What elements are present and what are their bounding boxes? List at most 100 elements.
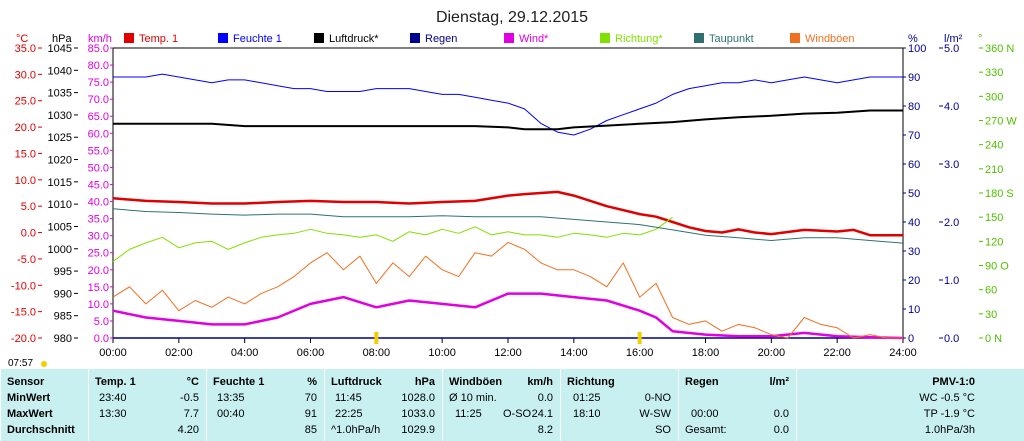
x-tick-label: 14:00 — [560, 347, 588, 359]
x-tick-label: 16:00 — [626, 347, 654, 359]
x-tick-label: 02:00 — [165, 347, 193, 359]
direction-axis-tick-label: 270 W — [985, 116, 1017, 128]
rain-axis-tick-label: 2.0 — [944, 217, 959, 229]
pressure-axis-tick-label: 995 — [54, 266, 72, 278]
temp-axis-tick-label: 25.0 — [15, 96, 36, 108]
temp-axis-tick-label: 5.0 — [21, 201, 36, 213]
temp-axis-tick-label: -10.0 — [11, 280, 36, 292]
speed-axis-tick-label: 45.0 — [88, 179, 109, 191]
x-tick-label: 08:00 — [363, 347, 391, 359]
stats-pmv-header: PMV-1:0 — [932, 376, 975, 388]
pressure-axis-tick-label: 1000 — [48, 244, 72, 256]
series-line — [112, 242, 903, 339]
stats-col-humidity: Feuchte 1 % 13:35 00:40 70 91 85 — [206, 369, 323, 441]
direction-axis-tick-label: 0 N — [985, 333, 1002, 345]
chart-series — [112, 73, 904, 340]
humidity-axis-tick-label: 100 — [908, 43, 926, 55]
direction-axis-tick-label: 90 O — [985, 261, 1009, 273]
legend-item: Luftdruck* — [314, 33, 379, 45]
humidity-axis-tick-label: 80 — [908, 101, 920, 113]
pressure-axis-tick-label: 990 — [54, 288, 72, 300]
direction-axis-unit: ° — [978, 33, 982, 45]
legend-label: Wind* — [519, 33, 549, 45]
legend-label: Temp. 1 — [139, 33, 178, 45]
stats-pressure-max-time: 22:25 — [335, 408, 363, 420]
weather-chart: Dienstag, 29.12.2015 Temp. 1 Feuchte 1 Luf… — [8, 9, 1017, 369]
stats-gusts-max-direction: O-SO — [503, 408, 532, 420]
humidity-axis-tick-label: 0 — [908, 333, 914, 345]
pressure-axis-tick-label: 980 — [54, 333, 72, 345]
pressure-axis-tick-label: 1045 — [48, 43, 72, 55]
speed-axis-tick-label: 55.0 — [88, 145, 109, 157]
stats-gusts-avg-value: 8.2 — [537, 424, 553, 436]
stats-col-rain: Regen l/m² 00:00 Gesamt: 0.0 0.0 — [678, 369, 795, 441]
speed-axis-tick-label: 10.0 — [88, 299, 109, 311]
legend-swatch — [314, 33, 324, 43]
direction-axis-tick-label: 330 — [985, 67, 1003, 79]
chart-legend: Temp. 1 Feuchte 1 Luftdruck* Regen Wind* Rich… — [124, 33, 855, 45]
x-tick-label: 20:00 — [758, 347, 786, 359]
stats-temp-max-value: 7.7 — [183, 408, 199, 420]
temp-axis-tick-label: 15.0 — [15, 148, 36, 160]
series-line — [112, 190, 903, 237]
temp-axis-unit: °C — [16, 33, 28, 45]
event-marker — [374, 332, 379, 344]
stats-row-min-label: MinWert — [7, 392, 51, 404]
humidity-axis-tick-label: 50 — [908, 188, 920, 200]
speed-axis-tick-label: 60.0 — [88, 128, 109, 140]
humidity-axis-tick-label: 90 — [908, 72, 920, 84]
direction-axis-tick-label: 360 N — [985, 43, 1014, 55]
x-tick-label: 00:00 — [99, 347, 127, 359]
stats-col-pmv: PMV-1:0 WC -0.5 °C TP -1.9 °C 1.0hPa/3h — [796, 369, 1024, 441]
legend-item: Regen — [410, 33, 457, 45]
legend-label: Regen — [425, 33, 457, 45]
rain-axis-tick-label: 5.0 — [944, 43, 959, 55]
stats-pressure-min-time: 11:45 — [335, 392, 362, 404]
stats-direction-min-value: 0-NO — [644, 392, 671, 404]
stats-gusts-avg-label: Ø 10 min. — [449, 392, 497, 404]
stats-direction-avg-value: SO — [655, 424, 671, 436]
stats-temp-min-time: 23:40 — [99, 392, 127, 404]
direction-axis-tick-label: 60 — [985, 285, 997, 297]
humidity-axis-tick-label: 60 — [908, 159, 920, 171]
humidity-axis-tick-label: 40 — [908, 217, 920, 229]
stats-pmv-windchill: WC -0.5 °C — [919, 392, 975, 404]
legend-item: Feuchte 1 — [218, 33, 282, 45]
stats-rain-header: Regen — [685, 376, 719, 388]
stats-col-sensor: Sensor MinWert MaxWert Durchschnitt — [0, 369, 87, 441]
stats-humidity-header: Feuchte 1 — [213, 376, 265, 388]
stats-rain-total-label: Gesamt: — [685, 424, 727, 436]
stats-col-gusts: Windböen km/h Ø 10 min. 11:25 O-SO 0.0 2… — [442, 369, 559, 441]
legend-swatch — [790, 33, 800, 43]
humidity-axis-tick-label: 30 — [908, 246, 920, 258]
legend-item: Windböen — [790, 33, 855, 45]
chart-title: Dienstag, 29.12.2015 — [436, 9, 588, 26]
stats-gusts-max-time: 11:25 — [455, 408, 482, 420]
rain-axis-unit: l/m² — [944, 33, 963, 45]
temp-axis-tick-label: 10.0 — [15, 175, 36, 187]
stats-rain-total-value: 0.0 — [773, 424, 789, 436]
legend-item: Temp. 1 — [124, 33, 178, 45]
stats-col-direction: Richtung 01:25 18:10 0-NO W-SW SO — [560, 369, 677, 441]
stats-temp-max-time: 13:30 — [99, 408, 127, 420]
speed-axis-tick-label: 25.0 — [88, 248, 109, 260]
stats-direction-header: Richtung — [567, 376, 615, 388]
legend-swatch — [600, 33, 610, 43]
stats-pressure-header: Luftdruck — [331, 376, 382, 388]
stats-row-max-label: MaxWert — [7, 408, 53, 420]
x-tick-label: 10:00 — [428, 347, 456, 359]
x-tick-label: 04:00 — [231, 347, 259, 359]
stats-humidity-min-time: 13:35 — [217, 392, 245, 404]
direction-axis-tick-label: 30 — [985, 309, 997, 321]
stats-gusts-max-value: 24.1 — [531, 408, 553, 420]
stats-direction-min-time: 01:25 — [573, 392, 601, 404]
pressure-axis-tick-label: 1010 — [48, 199, 72, 211]
speed-axis-tick-label: 50.0 — [88, 162, 109, 174]
direction-axis-tick-label: 120 — [985, 236, 1003, 248]
series-line — [112, 216, 673, 262]
stats-temp-header: Temp. 1 — [95, 376, 136, 388]
temp-axis-tick-label: -5.0 — [17, 254, 36, 266]
stats-col-temp: Temp. 1 °C 23:40 13:30 -0.5 7.7 4.20 — [88, 369, 205, 441]
pressure-axis-unit: hPa — [52, 33, 72, 45]
speed-axis-tick-label: 70.0 — [88, 94, 109, 106]
